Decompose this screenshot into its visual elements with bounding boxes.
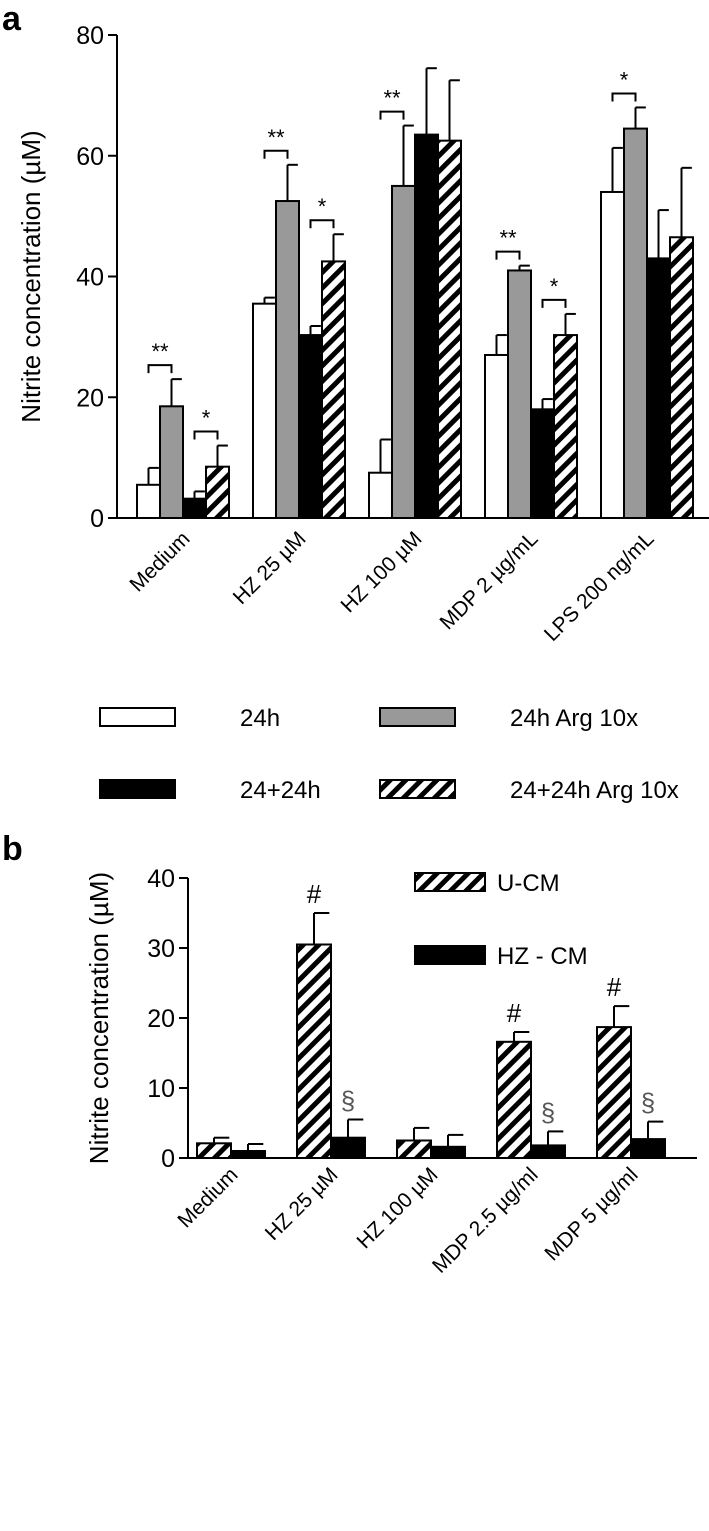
panel-b-marker-4-0: # (607, 972, 622, 1002)
panel-a-significance-label-6: * (550, 274, 559, 299)
panel-a-bar-2-0 (368, 471, 393, 519)
panel-a-bar-0-3 (205, 465, 230, 519)
panel-b-bar-0-0 (196, 1142, 232, 1160)
panel-b-bar-4-0 (596, 1026, 632, 1159)
panel-b-marker-1-1: § (341, 1086, 355, 1116)
panel-a-bar-2-3 (437, 139, 462, 519)
panel-a-category-label-1: HZ 25 µM (229, 527, 311, 609)
panel-a-legend-label-0: 24h (240, 705, 280, 732)
panel-a-bar-0-1 (159, 405, 184, 519)
panel-a-bar-4-1 (623, 127, 648, 520)
panel-a-bar-3-3 (553, 334, 578, 519)
panel-a-significance-bracket-6 (541, 298, 567, 308)
panel-a-bar-1-3 (321, 260, 346, 519)
panel-a-y-tick-label-0: 0 (90, 505, 104, 533)
panel-a-legend-label-3: 24+24h Arg 10x (510, 777, 679, 804)
panel-b-category-label-1: HZ 25 µM (261, 1163, 343, 1245)
panel-b-bar-0-1 (230, 1150, 266, 1159)
panel-b-legend-label-0: U-CM (497, 870, 560, 897)
panel-b-bar-3-1 (530, 1144, 566, 1160)
panel-b-legend-swatch-0 (414, 872, 486, 892)
panel-b-bar-2-1 (430, 1145, 466, 1160)
panel-b-y-tick-label-0: 0 (161, 1145, 175, 1173)
panel-b-marker-1-0: # (307, 879, 322, 909)
panel-a-y-tick-label-3: 60 (76, 143, 104, 171)
panel-a-y-axis-title: Nitrite concentration (µM) (16, 130, 46, 422)
panel-a-bar-4-2 (646, 257, 671, 519)
panel-a-legend-swatch-2 (99, 779, 176, 799)
panel-a-significance-bracket-0 (147, 364, 173, 374)
panel-b-bar-4-1 (630, 1138, 666, 1159)
panel-b-category-label-0: Medium (173, 1163, 242, 1232)
panel-a-bar-4-3 (669, 236, 694, 519)
panel-a-y-tick-label-4: 80 (76, 22, 104, 50)
panel-a-significance-label-5: ** (499, 226, 517, 251)
panel-a-significance-label-4: ** (383, 86, 401, 111)
panel-a-significance-label-2: ** (267, 125, 285, 150)
panel-a-bar-1-2 (298, 334, 323, 519)
panel-a-legend-label-1: 24h Arg 10x (510, 705, 638, 732)
panel-a-bar-3-1 (507, 269, 532, 519)
panel-b-legend-label-1: HZ - CM (497, 943, 588, 970)
panel-a-significance-label-0: ** (151, 339, 169, 364)
panel-b-marker-3-0: # (507, 998, 522, 1028)
panel-b-category-label-4: MDP 5 µg/ml (540, 1163, 642, 1265)
panel-a-bar-1-0 (252, 302, 277, 520)
panel-b-letter: b (2, 830, 23, 868)
panel-a-bar-2-2 (414, 133, 439, 519)
panel-a-category-label-2: HZ 100 µM (337, 527, 427, 617)
panel-a-significance-bracket-3 (309, 219, 335, 229)
panel-a-significance-bracket-5 (495, 250, 521, 260)
panel-a-legend-swatch-0 (99, 707, 176, 727)
panel-a-significance-bracket-7 (611, 92, 637, 102)
panel-a-legend-swatch-1 (379, 707, 456, 727)
panel-a-bar-0-2 (182, 497, 207, 519)
panel-a-significance-bracket-4 (379, 110, 405, 120)
panel-b-bar-1-1 (330, 1136, 366, 1159)
panel-a-category-label-0: Medium (125, 527, 194, 596)
panel-b-legend-swatch-1 (414, 945, 486, 965)
panel-a-legend-swatch-3 (379, 779, 456, 799)
panel-a-letter: a (2, 0, 22, 38)
panel-b-marker-4-1: § (641, 1088, 655, 1118)
panel-b-y-tick-label-2: 20 (147, 1005, 175, 1033)
panel-b-bar-3-0 (496, 1040, 532, 1160)
panel-b-y-axis-title: Nitrite concentration (µM) (84, 872, 114, 1164)
panel-b-y-tick-label-1: 10 (147, 1075, 175, 1103)
panel-a-category-label-4: LPS 200 ng/mL (540, 527, 659, 646)
panel-b-category-label-3: MDP 2.5 µg/ml (428, 1163, 542, 1277)
panel-a-bar-3-2 (530, 408, 555, 520)
panel-a-significance-label-7: * (620, 67, 629, 92)
panel-a-significance-label-3: * (318, 194, 327, 219)
panel-b-bar-1-0 (296, 943, 332, 1159)
panel-a-bar-3-0 (484, 353, 509, 519)
panel-a-significance-label-1: * (202, 406, 211, 431)
panel-a-legend-label-2: 24+24h (240, 777, 321, 804)
panel-a-y-tick-label-1: 20 (76, 384, 104, 412)
panel-a-bar-1-1 (275, 200, 300, 519)
panel-b-marker-3-1: § (541, 1097, 555, 1127)
panel-b-category-label-2: HZ 100 µM (353, 1163, 443, 1253)
panel-a-significance-bracket-1 (193, 430, 219, 440)
panel-a-bar-4-0 (600, 190, 625, 519)
panel-b-bar-2-0 (396, 1139, 432, 1159)
panel-b-y-tick-label-3: 30 (147, 935, 175, 963)
panel-a-category-label-3: MDP 2 µg/mL (435, 527, 542, 634)
panel-a-bar-2-1 (391, 184, 416, 519)
panel-a-y-tick-label-2: 40 (76, 264, 104, 292)
panel-a-bar-0-0 (136, 483, 161, 520)
panel-b-y-tick-label-4: 40 (147, 865, 175, 893)
panel-a-significance-bracket-2 (263, 149, 289, 159)
